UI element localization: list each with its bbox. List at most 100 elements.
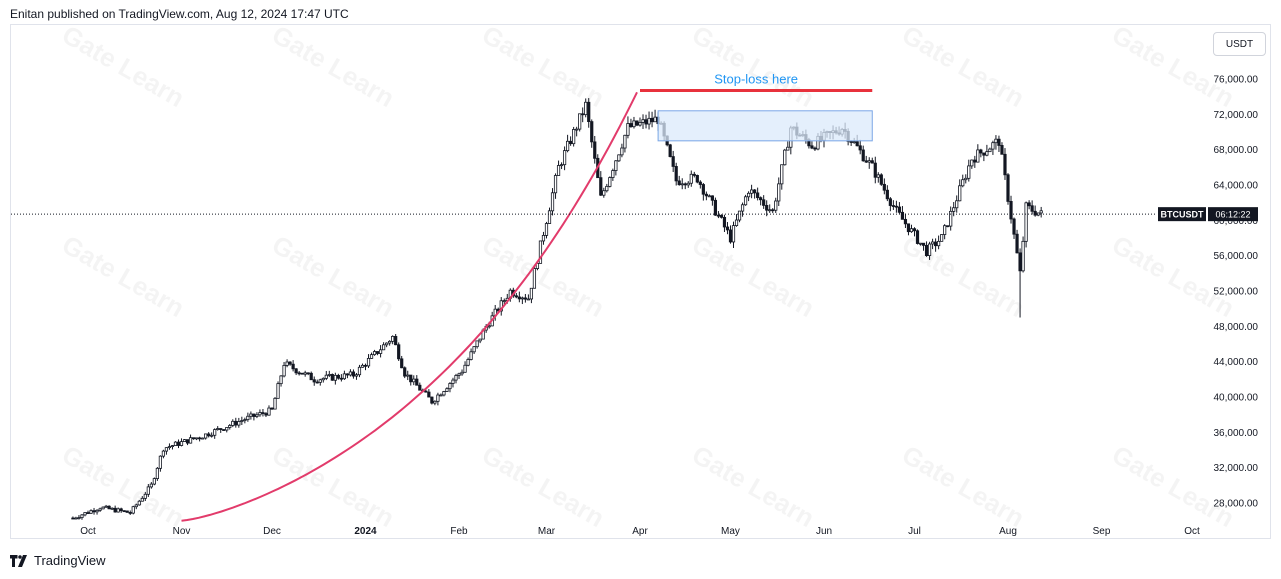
candle-body [1021,240,1025,272]
candle-body [198,437,202,440]
candle-body [487,325,491,328]
candle-body [366,358,371,367]
candle-body [372,351,377,356]
candle-body [701,184,705,195]
candle-body [1006,174,1010,202]
candle-body [86,512,90,514]
candle-body [276,383,280,399]
candle-body [324,374,328,379]
candle-body [369,354,374,359]
candle-body [1018,252,1022,272]
chart-frame [10,24,1271,539]
candle-body [225,427,229,431]
candle-body [644,119,648,125]
candle-body [406,374,410,377]
candle-body [1024,202,1028,242]
candle-body [243,419,247,422]
candle-body [991,142,995,150]
candle-body [943,225,947,235]
candle-body [113,507,117,513]
watermark-text: Gate Learn [477,439,610,533]
candle-body [315,381,319,384]
candle-body [864,160,868,163]
candle-body [952,207,956,212]
candle-body [309,372,313,381]
candle-body [587,101,591,123]
candle-body [934,241,938,247]
candle-body [562,150,567,166]
candle-body [463,364,467,373]
candle-body [611,170,615,178]
candle-body [602,190,606,196]
candle-body [541,235,546,242]
candle-body [472,346,476,353]
candle-body [173,441,178,446]
x-tick-label: May [721,526,740,537]
candle-body [430,396,434,404]
candle-body [469,351,473,360]
candle-body [424,390,428,393]
candle-body [569,140,573,145]
candle-body [336,374,340,379]
candle-body [921,242,926,246]
candle-body [436,394,440,402]
candle-body [394,335,398,346]
x-tick-label: Feb [450,526,468,537]
watermark-text: Gate Learn [687,19,820,113]
candle-body [116,508,120,513]
candle-body [647,117,651,125]
candle-body [572,129,576,145]
candle-body [400,358,404,369]
candle-body [855,141,859,147]
candle-body [360,364,365,368]
candle-body [273,397,277,410]
candle-body [167,446,172,449]
candle-body [1036,212,1040,216]
candle-body [204,433,208,439]
candle-body [559,164,564,167]
candle-body [713,199,718,216]
candle-body [149,483,153,488]
candle-body [961,179,965,187]
candle-body [345,373,350,376]
candle-body [333,374,337,381]
candle-body [119,508,123,512]
candle-body [930,241,935,245]
candle-body [973,159,977,163]
candle-body [478,338,482,342]
candle-body [231,420,235,426]
candle-body [949,210,953,227]
currency-button[interactable]: USDT [1213,32,1266,56]
candle-body [294,368,298,374]
candle-body [523,297,527,300]
candle-body [544,223,549,236]
candle-body [909,228,914,233]
candle-body [967,165,971,179]
candle-body [590,121,594,143]
candle-body [1030,205,1034,212]
candle-body [725,226,730,231]
candle-body [80,514,84,518]
candle-body [74,517,78,520]
candle-body [774,200,778,211]
candle-body [783,149,787,166]
candle-body [339,377,343,380]
footer-brand[interactable]: TradingView [34,553,106,568]
candle-body [219,428,223,430]
candle-body [915,230,920,244]
candle-body [77,517,81,519]
candle-body [415,378,419,386]
candle-body [581,113,585,116]
watermark-text: Gate Learn [1107,229,1240,323]
x-tick-label: Apr [632,526,648,537]
candle-body [762,199,766,206]
y-tick-label: 76,000.00 [1214,75,1259,86]
candle-body [716,214,721,217]
candle-body [1000,145,1004,155]
candle-body [958,185,962,202]
candle-body [927,243,932,256]
candle-body [391,335,395,342]
candle-body [282,365,286,377]
candle-body [155,467,159,479]
